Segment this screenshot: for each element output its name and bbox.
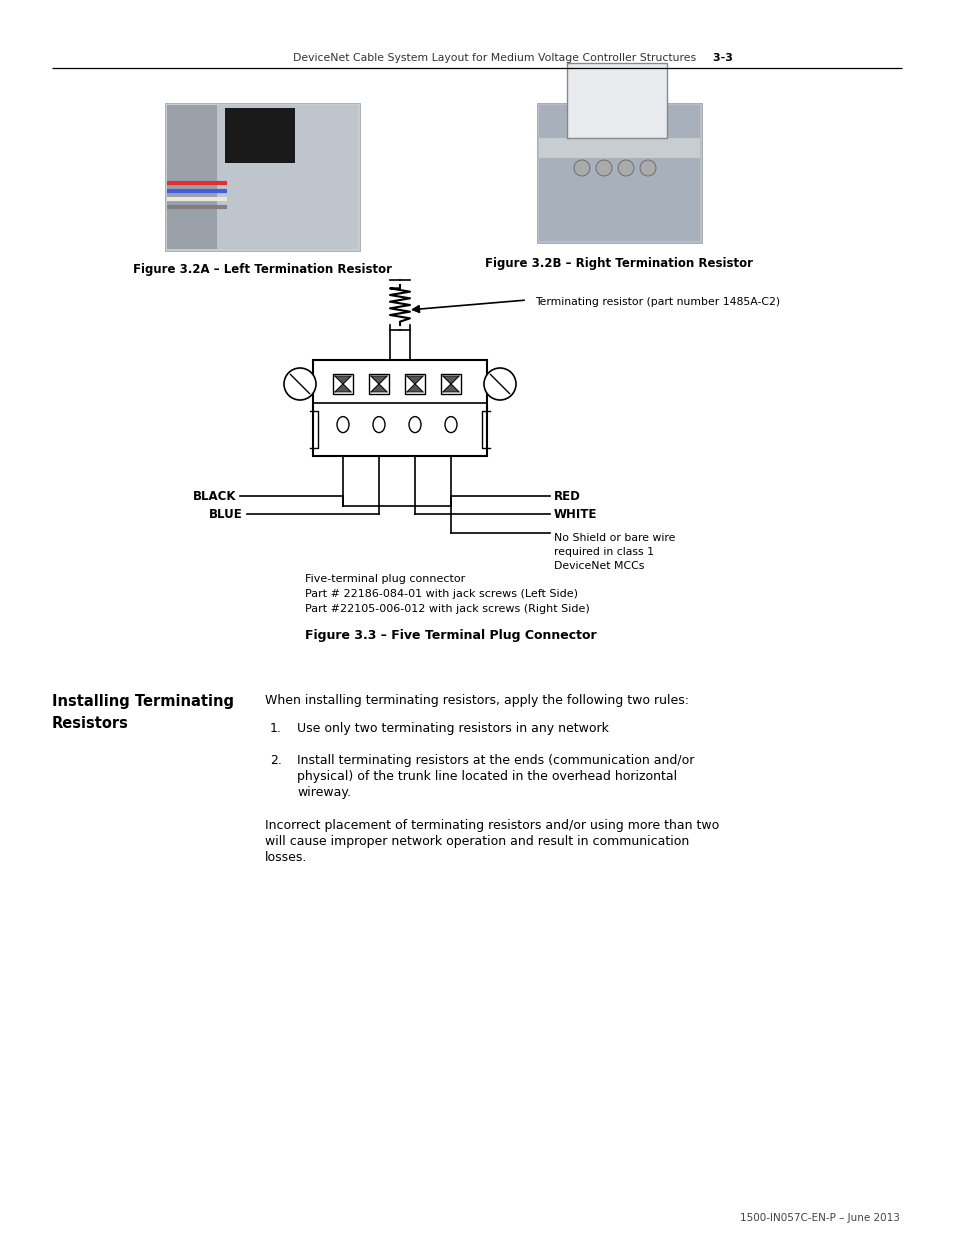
Text: 3-3: 3-3	[698, 53, 732, 63]
Text: BLACK: BLACK	[193, 489, 235, 503]
Bar	[167, 105, 216, 249]
Polygon shape	[407, 375, 422, 384]
Text: Install terminating resistors at the ends (communication and/or: Install terminating resistors at the end…	[296, 755, 694, 767]
Polygon shape	[407, 384, 422, 391]
Text: will cause improper network operation and result in communication: will cause improper network operation an…	[265, 835, 688, 848]
Bar	[538, 105, 700, 241]
Text: Five-terminal plug connector: Five-terminal plug connector	[305, 574, 465, 584]
Text: 1500-IN057C-EN-P – June 2013: 1500-IN057C-EN-P – June 2013	[740, 1213, 899, 1223]
Text: Use only two terminating resistors in any network: Use only two terminating resistors in an…	[296, 722, 608, 735]
Bar	[313, 359, 486, 456]
Text: Figure 3.2B – Right Termination Resistor: Figure 3.2B – Right Termination Resistor	[485, 257, 753, 270]
Text: Figure 3.2A – Left Termination Resistor: Figure 3.2A – Left Termination Resistor	[132, 263, 392, 275]
Text: Resistors: Resistors	[52, 716, 129, 731]
Polygon shape	[442, 375, 458, 384]
Bar	[566, 63, 666, 138]
Text: Installing Terminating: Installing Terminating	[52, 694, 233, 709]
Text: Part # 22186-084-01 with jack screws (Left Side): Part # 22186-084-01 with jack screws (Le…	[305, 589, 578, 599]
Bar	[225, 107, 294, 163]
Text: RED: RED	[554, 489, 580, 503]
Polygon shape	[442, 384, 458, 391]
Bar	[538, 138, 700, 158]
Text: 1.: 1.	[270, 722, 281, 735]
Circle shape	[574, 161, 589, 177]
Text: Figure 3.3 – Five Terminal Plug Connector: Figure 3.3 – Five Terminal Plug Connecto…	[305, 629, 596, 642]
Circle shape	[618, 161, 634, 177]
Ellipse shape	[373, 416, 385, 432]
Ellipse shape	[409, 416, 420, 432]
Circle shape	[596, 161, 612, 177]
Polygon shape	[371, 384, 387, 391]
Bar	[405, 374, 424, 394]
Circle shape	[483, 368, 516, 400]
Text: When installing terminating resistors, apply the following two rules:: When installing terminating resistors, a…	[265, 694, 688, 706]
Bar	[440, 374, 460, 394]
Polygon shape	[371, 375, 387, 384]
Text: Terminating resistor (part number 1485A-C2): Terminating resistor (part number 1485A-…	[535, 296, 780, 308]
Text: DeviceNet Cable System Layout for Medium Voltage Controller Structures: DeviceNet Cable System Layout for Medium…	[293, 53, 696, 63]
Text: wireway.: wireway.	[296, 785, 351, 799]
Bar	[333, 374, 353, 394]
Circle shape	[639, 161, 656, 177]
Text: physical) of the trunk line located in the overhead horizontal: physical) of the trunk line located in t…	[296, 769, 677, 783]
Text: No Shield or bare wire
required in class 1
DeviceNet MCCs: No Shield or bare wire required in class…	[554, 534, 675, 571]
Bar	[167, 105, 357, 249]
Polygon shape	[335, 384, 351, 391]
Text: 2.: 2.	[270, 755, 281, 767]
Text: WHITE: WHITE	[554, 508, 597, 520]
Text: Incorrect placement of terminating resistors and/or using more than two: Incorrect placement of terminating resis…	[265, 819, 719, 832]
Ellipse shape	[336, 416, 349, 432]
Polygon shape	[335, 375, 351, 384]
Circle shape	[284, 368, 315, 400]
Text: Part #22105-006-012 with jack screws (Right Side): Part #22105-006-012 with jack screws (Ri…	[305, 604, 589, 614]
Bar	[369, 374, 389, 394]
Bar	[537, 103, 701, 243]
Text: losses.: losses.	[265, 851, 307, 864]
Ellipse shape	[444, 416, 456, 432]
Text: BLUE: BLUE	[209, 508, 243, 520]
Bar	[165, 103, 359, 251]
